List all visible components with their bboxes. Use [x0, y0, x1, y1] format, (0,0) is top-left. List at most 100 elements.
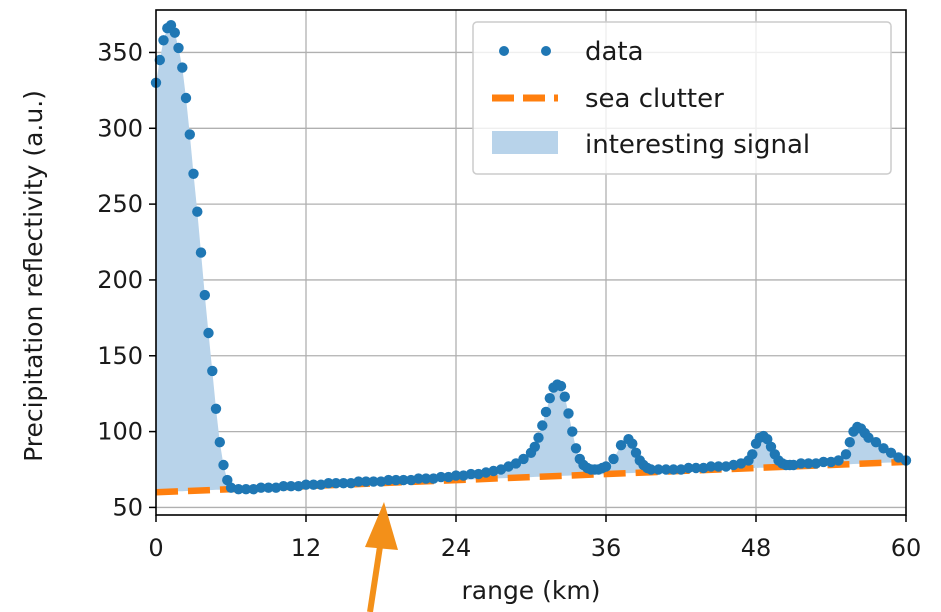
- data-point: [158, 35, 169, 46]
- data-point: [818, 456, 829, 468]
- data-point: [435, 471, 447, 483]
- data-point: [544, 393, 555, 404]
- data-point: [413, 473, 424, 484]
- data-point: [338, 478, 349, 489]
- data-point: [195, 247, 207, 258]
- y-tick-label: 200: [97, 266, 143, 294]
- y-tick-label: 50: [112, 493, 143, 521]
- data-point: [840, 449, 852, 460]
- legend-data-marker-2: [541, 46, 551, 56]
- x-tick-label: 24: [441, 534, 472, 562]
- data-point: [653, 464, 664, 475]
- data-point: [844, 437, 855, 448]
- data-point: [668, 464, 679, 475]
- data-point: [645, 464, 657, 475]
- data-point: [713, 461, 724, 472]
- data-point: [203, 327, 214, 339]
- data-point: [255, 482, 267, 493]
- legend-data-marker-1: [499, 46, 509, 56]
- data-point: [600, 461, 612, 472]
- x-axis-label: range (km): [462, 576, 601, 605]
- data-point: [450, 470, 462, 481]
- legend-label-sea-clutter: sea clutter: [585, 84, 724, 114]
- data-point: [563, 408, 574, 419]
- data-point: [885, 447, 897, 458]
- data-point: [615, 440, 627, 451]
- tick-labels: 0 12 24 36 48 60 50 100 150 200 250 300 350: [97, 38, 921, 562]
- legend-box: [472, 21, 892, 175]
- data-point: [510, 458, 522, 469]
- data-point: [173, 42, 184, 54]
- data-point: [218, 459, 229, 471]
- data-point: [690, 462, 702, 474]
- data-point: [398, 474, 409, 486]
- data-point: [353, 476, 364, 487]
- data-point: [177, 62, 188, 73]
- data-point: [533, 432, 544, 443]
- data-point: [803, 458, 814, 469]
- x-tick-label: 0: [148, 534, 163, 562]
- y-axis-label: Precipitation reflectivity (a.u.): [19, 90, 48, 462]
- data-point: [169, 27, 180, 38]
- x-tick-label: 48: [741, 534, 772, 562]
- data-point: [420, 473, 432, 484]
- data-point: [184, 129, 195, 140]
- data-point: [308, 479, 319, 490]
- data-point: [833, 455, 844, 466]
- data-point: [278, 481, 289, 492]
- legend-label-data: data: [585, 37, 644, 67]
- data-point: [660, 464, 672, 475]
- data-point: [180, 92, 192, 104]
- data-point: [300, 479, 312, 490]
- data-point: [368, 476, 379, 487]
- data-point: [330, 478, 342, 489]
- legend-signal-swatch: [492, 131, 558, 154]
- y-tick-label: 100: [97, 418, 143, 446]
- x-tick-label: 12: [291, 534, 322, 562]
- data-point: [537, 420, 548, 431]
- data-point: [323, 478, 334, 489]
- data-point: [360, 476, 372, 487]
- data-point: [705, 461, 717, 472]
- y-tick-label: 350: [97, 38, 143, 66]
- data-point: [263, 482, 274, 493]
- data-point: [529, 441, 540, 452]
- data-point: [540, 406, 552, 418]
- data-point: [627, 438, 638, 449]
- data-point: [207, 365, 218, 377]
- data-point: [285, 481, 297, 492]
- data-point: [199, 289, 210, 301]
- data-point: [188, 168, 199, 179]
- data-point: [870, 437, 882, 448]
- y-tick-label: 250: [97, 190, 143, 218]
- y-tick-label: 150: [97, 342, 143, 370]
- data-point: [683, 462, 694, 474]
- data-point: [608, 453, 619, 465]
- data-point: [518, 453, 529, 465]
- data-point: [555, 380, 567, 392]
- data-point: [747, 449, 758, 460]
- data-point: [240, 484, 252, 495]
- x-tick-label: 60: [891, 534, 922, 562]
- x-tick-label: 36: [591, 534, 622, 562]
- data-point: [192, 206, 203, 217]
- data-point: [863, 432, 874, 443]
- data-point: [570, 443, 582, 454]
- data-point: [214, 437, 225, 448]
- data-point: [233, 484, 244, 495]
- data-point: [878, 443, 889, 454]
- data-point: [154, 54, 165, 66]
- legend-label-interesting-signal: interesting signal: [585, 130, 810, 160]
- data-point: [465, 468, 477, 480]
- data-point: [795, 458, 807, 469]
- data-point: [383, 474, 394, 486]
- data-point: [567, 426, 578, 437]
- axes-frame: [155, 9, 907, 516]
- data-point: [210, 403, 222, 414]
- plot-area: [150, 9, 912, 516]
- y-tick-label: 300: [97, 114, 143, 142]
- legend: data sea clutter interesting signal: [472, 21, 892, 175]
- orange-arrow-annotation: [365, 502, 398, 612]
- data-point: [390, 474, 402, 486]
